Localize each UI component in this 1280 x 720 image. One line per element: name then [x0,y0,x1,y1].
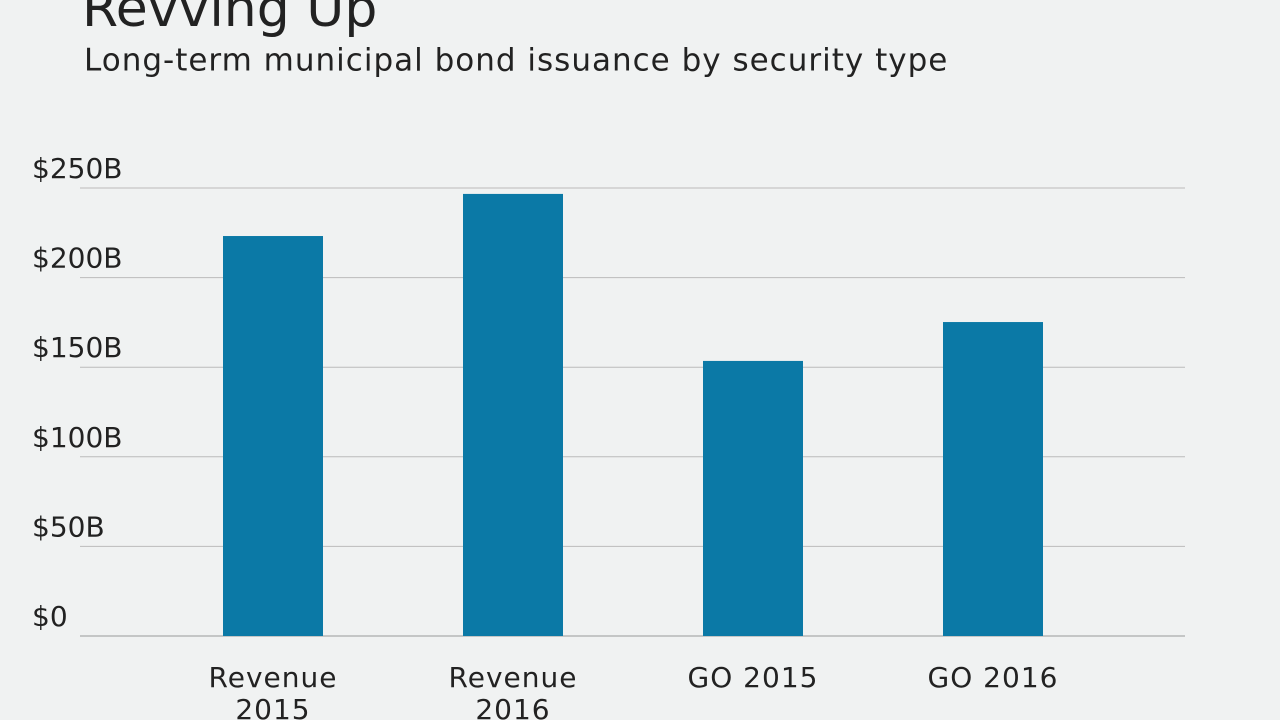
bar [703,360,803,636]
y-tick-label: $100B [32,421,122,454]
x-tick-label: GO 2016 [927,661,1059,694]
y-tick-label: $250B [32,152,122,185]
chart-subtitle: Long-term municipal bond issuance by sec… [84,43,948,79]
y-tick-label: $0 [32,600,68,633]
y-tick-label: $200B [32,242,122,275]
bar [463,193,563,636]
bar [223,236,323,636]
chart-title: Revving Up [82,0,377,39]
x-tick-label: Revenue 2016 [448,661,578,720]
x-tick-label: Revenue 2015 [208,661,338,720]
bar [943,322,1043,636]
x-tick-label: GO 2015 [687,661,819,694]
y-tick-label: $150B [32,331,122,364]
y-tick-label: $50B [32,510,105,543]
